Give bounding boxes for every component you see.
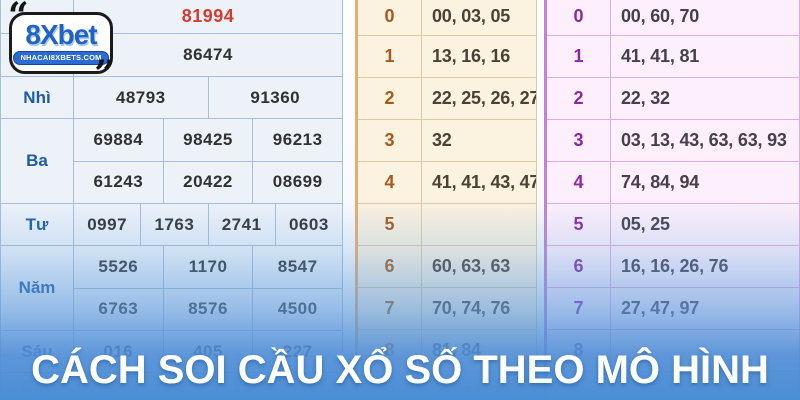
prize-cell: 1170 xyxy=(163,246,254,289)
digit-row: 1 41, 41, 81 xyxy=(547,36,799,78)
digit-numbers xyxy=(422,204,536,246)
digit-numbers: 22, 25, 26, 27 xyxy=(422,78,536,120)
digit-numbers: 16, 16, 26, 76 xyxy=(611,246,799,288)
digit-label: 5 xyxy=(358,204,422,246)
digit-numbers: 27, 47, 97 xyxy=(611,288,799,330)
digit-numbers: 41, 41, 43, 47 xyxy=(422,162,536,204)
prize-cell: 61243 xyxy=(74,161,164,204)
prize-cell: 6763 xyxy=(74,288,164,331)
digit-row: 6 16, 16, 26, 76 xyxy=(547,246,799,288)
prize-cell: 98425 xyxy=(163,119,254,162)
prize-row-fifth: Năm 5526 1170 8547 6763 8576 4500 xyxy=(1,246,344,331)
digit-label: 6 xyxy=(358,246,422,288)
digit-label: 2 xyxy=(358,78,422,120)
digit-label: 0 xyxy=(358,0,422,36)
digit-label: 4 xyxy=(358,162,422,204)
digit-numbers: 22, 32 xyxy=(611,78,799,120)
prize-cell: 4500 xyxy=(253,288,344,331)
prize-cell: 1763 xyxy=(141,204,209,246)
digit-label: 7 xyxy=(358,288,422,330)
digit-row: 7 27, 47, 97 xyxy=(547,288,799,330)
digit-row: 6 60, 63, 63 xyxy=(358,246,536,288)
digit-row: 2 22, 25, 26, 27 xyxy=(358,78,536,120)
digit-row: 5 xyxy=(358,204,536,246)
digit-numbers: 03, 13, 43, 63, 63, 93 xyxy=(611,120,799,162)
prize-label-second: Nhì xyxy=(1,77,74,119)
digit-label: 4 xyxy=(547,162,611,204)
digit-label: 7 xyxy=(547,288,611,330)
digit-label: 3 xyxy=(547,120,611,162)
prize-cell: 0603 xyxy=(275,204,343,246)
digit-label: 6 xyxy=(547,246,611,288)
digit-row: 3 32 xyxy=(358,120,536,162)
digit-numbers: 00, 60, 70 xyxy=(611,0,799,36)
prize-row-third: Ba 69884 98425 96213 61243 20422 08699 xyxy=(1,119,344,204)
tail-digit-table: 0 00, 60, 70 1 41, 41, 81 2 22, 32 3 03,… xyxy=(544,0,800,400)
digit-row: 2 22, 32 xyxy=(547,78,799,120)
prize-cell: 08699 xyxy=(253,161,344,204)
prize-cell: 8576 xyxy=(163,288,254,331)
close-quote-mark: ” xyxy=(94,53,115,95)
digit-label: 1 xyxy=(547,36,611,78)
prize-row-fourth: Tư 0997 1763 2741 0603 xyxy=(1,204,343,246)
digit-label: 2 xyxy=(547,78,611,120)
digit-numbers: 74, 84, 94 xyxy=(611,162,799,204)
banner-title: CÁCH SOI CẦU XỔ SỐ THEO MÔ HÌNH xyxy=(31,348,769,392)
digit-row: 0 00, 03, 05 xyxy=(358,0,536,36)
prize-label-fourth: Tư xyxy=(1,204,74,246)
brand-logo[interactable]: “ 8Xbet NHACAI8XBETS.COM ” xyxy=(5,0,117,92)
prize-cell: 2741 xyxy=(208,204,276,246)
digit-numbers: 13, 16, 16 xyxy=(422,36,536,78)
prize-cell: 96213 xyxy=(253,119,344,162)
digit-numbers: 41, 41, 81 xyxy=(611,36,799,78)
digit-row: 3 03, 13, 43, 63, 63, 93 xyxy=(547,120,799,162)
digit-numbers: 70, 74, 76 xyxy=(422,288,536,330)
digit-numbers: 60, 63, 63 xyxy=(422,246,536,288)
digit-label: 0 xyxy=(547,0,611,36)
prize-label-fifth: Năm xyxy=(1,246,74,331)
digit-numbers: 00, 03, 05 xyxy=(422,0,536,36)
digit-numbers: 05, 25 xyxy=(611,204,799,246)
prize-cell: 8547 xyxy=(253,246,344,289)
digit-row: 7 70, 74, 76 xyxy=(358,288,536,330)
digit-label: 3 xyxy=(358,120,422,162)
prize-label-third: Ba xyxy=(1,119,74,204)
digit-row: 4 41, 41, 43, 47 xyxy=(358,162,536,204)
head-digit-table: 0 00, 03, 05 1 13, 16, 16 2 22, 25, 26, … xyxy=(355,0,537,400)
prize-cell: 5526 xyxy=(74,246,164,289)
digit-numbers: 32 xyxy=(422,120,536,162)
digit-row: 5 05, 25 xyxy=(547,204,799,246)
digit-label: 1 xyxy=(358,36,422,78)
prize-row-second: Nhì 48793 91360 xyxy=(1,77,343,119)
brand-text: 8Xbet xyxy=(25,19,97,51)
digit-row: 1 13, 16, 16 xyxy=(358,36,536,78)
digit-label: 5 xyxy=(547,204,611,246)
prize-cell: 0997 xyxy=(74,204,142,246)
prize-cell: 91360 xyxy=(208,77,343,119)
digit-row: 0 00, 60, 70 xyxy=(547,0,799,36)
digit-row: 4 74, 84, 94 xyxy=(547,162,799,204)
prize-cell: 69884 xyxy=(74,119,164,162)
prize-cell: 20422 xyxy=(163,161,254,204)
open-quote-mark: “ xyxy=(8,0,29,37)
